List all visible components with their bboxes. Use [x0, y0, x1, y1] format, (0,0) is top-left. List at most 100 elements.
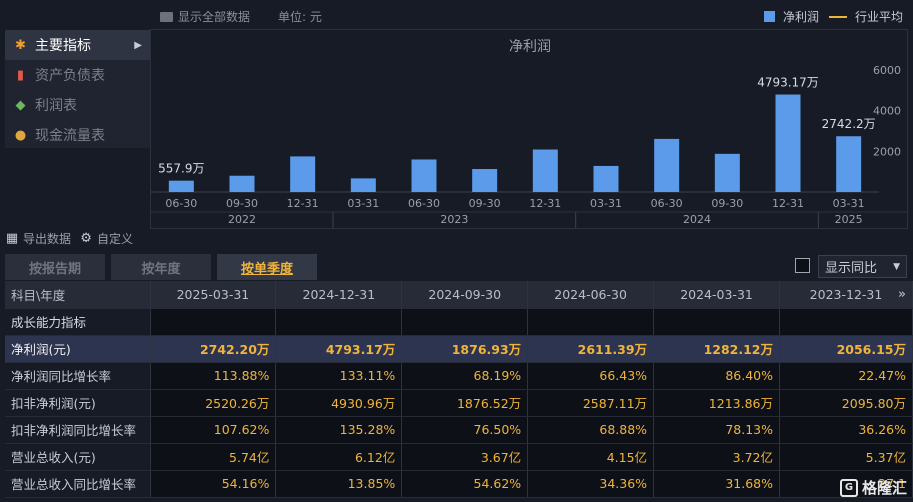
table-cell: 6.12亿	[275, 443, 403, 471]
header-item-year: 科目\年度	[5, 281, 151, 309]
y-tick-label: 2000	[873, 145, 901, 158]
table-cell: 68.88%	[527, 416, 655, 444]
table-row[interactable]: 营业总收入同比增长率 54.16% 13.85% 54.62% 34.36% 3…	[5, 470, 913, 498]
menu-item-label: 现金流量表	[35, 128, 105, 144]
unit-label: 单位: 元	[278, 10, 322, 24]
table-section-row: 成长能力指标	[5, 308, 913, 336]
customize-label: 自定义	[97, 232, 134, 246]
table-cell: 22.47%	[779, 362, 913, 390]
table-cell	[401, 308, 529, 336]
table-cell: 66.43%	[527, 362, 655, 390]
display-select-value: 显示同比	[825, 261, 878, 276]
legend-label-net-profit: 净利润	[782, 10, 819, 24]
bar	[411, 159, 437, 192]
table-cell: 107.62%	[150, 416, 277, 444]
table-cell: 76.50%	[401, 416, 529, 444]
table-header-row: 科目\年度 2025-03-31 2024-12-31 2024-09-30 2…	[5, 281, 913, 309]
header-period[interactable]: 2024-06-30	[527, 281, 655, 309]
table-cell: 2095.80万	[779, 389, 913, 417]
row-label: 净利润同比增长率	[5, 362, 151, 390]
table-cell: 113.88%	[150, 362, 277, 390]
table-cell: 4930.96万	[275, 389, 403, 417]
row-label: 扣非净利润同比增长率	[5, 416, 151, 444]
table-cell: 13.85%	[275, 470, 403, 498]
year-label: 2025	[835, 213, 863, 226]
menu-item-balance-sheet[interactable]: ▮ 资产负债表	[5, 60, 150, 90]
logo-icon: G	[839, 478, 858, 497]
table-cell: 1876.52万	[401, 389, 529, 417]
menu-item-label: 利润表	[35, 98, 77, 114]
bar	[593, 165, 619, 192]
table-row[interactable]: 扣非净利润同比增长率 107.62% 135.28% 76.50% 68.88%…	[5, 416, 913, 444]
double-chevron-right-icon[interactable]: »	[898, 287, 906, 302]
year-label: 2023	[440, 213, 468, 226]
document-icon: ▮	[16, 67, 25, 83]
x-tick-label: 09-30	[469, 197, 501, 210]
export-data-button[interactable]: ▦ 导出数据	[5, 230, 71, 247]
data-label: 557.9万	[158, 162, 204, 176]
x-tick-label: 03-31	[590, 197, 622, 210]
header-period[interactable]: 2024-12-31	[275, 281, 403, 309]
chart-title: 净利润	[509, 39, 551, 55]
header-period[interactable]: 2024-09-30	[401, 281, 529, 309]
table-cell	[527, 308, 655, 336]
show-yoy-checkbox[interactable]	[795, 258, 810, 273]
table-cell: 5.37亿	[779, 443, 913, 471]
table-row[interactable]: 营业总收入(元) 5.74亿 6.12亿 3.67亿 4.15亿 3.72亿 5…	[5, 443, 913, 471]
legend-label-industry-avg: 行业平均	[854, 10, 903, 24]
display-select[interactable]: 显示同比 ▼	[818, 255, 907, 278]
table-cell: 27.1	[779, 470, 913, 498]
period-tabs: 按报告期 按年度 按单季度	[5, 254, 323, 280]
table-cell: 1213.86万	[653, 389, 780, 417]
table-row[interactable]: 扣非净利润(元) 2520.26万 4930.96万 1876.52万 2587…	[5, 389, 913, 417]
menu-item-main-indicators[interactable]: ✱ 主要指标 ▶	[5, 30, 150, 60]
table-cell: 3.72亿	[653, 443, 780, 471]
x-tick-label: 03-31	[347, 197, 379, 210]
row-label: 营业总收入同比增长率	[5, 470, 151, 498]
table-cell: 2056.15万	[779, 335, 913, 363]
bar	[714, 153, 740, 192]
header-period[interactable]: 2023-12-31	[809, 286, 883, 302]
row-label: 净利润(元)	[5, 335, 151, 363]
cube-icon: ◆	[15, 97, 26, 113]
table-cell: 3.67亿	[401, 443, 529, 471]
top-bar: 显示全部数据 单位: 元 净利润 行业平均	[0, 0, 913, 30]
x-tick-label: 09-30	[711, 197, 743, 210]
table-cell	[275, 308, 403, 336]
tab-by-quarter[interactable]: 按单季度	[217, 254, 317, 280]
bar	[350, 178, 376, 192]
header-period[interactable]: 2025-03-31	[150, 281, 277, 309]
bar	[654, 138, 680, 192]
header-period[interactable]: 2024-03-31	[653, 281, 780, 309]
legend-swatch-industry-avg	[828, 15, 847, 18]
table-cell: 54.62%	[401, 470, 529, 498]
x-tick-label: 12-31	[287, 197, 319, 210]
x-tick-label: 09-30	[226, 197, 258, 210]
show-all-data-toggle[interactable]: 显示全部数据	[160, 8, 250, 25]
tab-by-year[interactable]: 按年度	[111, 254, 211, 280]
x-tick-label: 06-30	[165, 197, 197, 210]
table-row[interactable]: 净利润(元) 2742.20万 4793.17万 1876.93万 2611.3…	[5, 335, 913, 363]
chart-svg: 6000 4000 2000 06-30 09-30 12-31 03-31 06-30 09-…	[151, 64, 907, 228]
table-tools: ▦ 导出数据 ⚙ 自定义	[5, 230, 141, 247]
sidebar-menu: ✱ 主要指标 ▶ ▮ 资产负债表 ◆ 利润表 ● 现金流量表	[5, 30, 150, 148]
tab-by-report-period[interactable]: 按报告期	[5, 254, 105, 280]
menu-item-income-statement[interactable]: ◆ 利润表	[5, 90, 150, 120]
row-label: 扣非净利润(元)	[5, 389, 151, 417]
table-cell: 5.74亿	[150, 443, 277, 471]
table-cell: 135.28%	[275, 416, 403, 444]
table-row[interactable]: 净利润同比增长率 113.88% 133.11% 68.19% 66.43% 8…	[5, 362, 913, 390]
row-label: 营业总收入(元)	[5, 443, 151, 471]
table-cell: 133.11%	[275, 362, 403, 390]
menu-item-label: 主要指标	[35, 38, 91, 54]
table-cell	[653, 308, 780, 336]
menu-item-cash-flow[interactable]: ● 现金流量表	[5, 120, 150, 150]
data-label: 4793.17万	[757, 76, 819, 90]
header-period-last: 2023-12-31 »	[779, 281, 913, 309]
table-cell: 2520.26万	[150, 389, 277, 417]
table-cell: 54.16%	[150, 470, 277, 498]
table-cell	[779, 308, 913, 336]
y-tick-label: 4000	[873, 105, 901, 118]
customize-button[interactable]: ⚙ 自定义	[79, 230, 133, 247]
arrow-right-icon: ▶	[134, 39, 142, 51]
